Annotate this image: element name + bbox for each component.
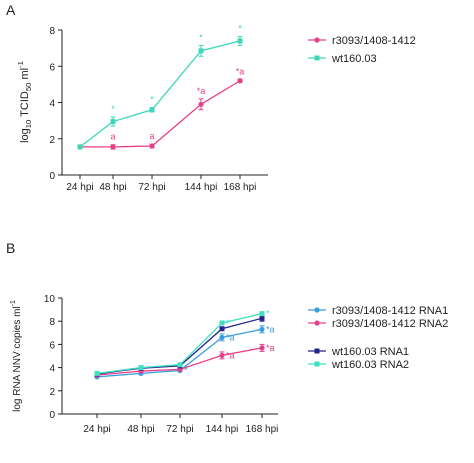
significance-label: * <box>199 32 203 42</box>
legend-label: r3093/1408-1412 RNA2 <box>332 318 448 330</box>
y-axis-label-subscript: 10 <box>24 120 33 129</box>
y-axis-label-part: log <box>19 128 31 143</box>
significance-label: a <box>110 132 115 142</box>
legend-entry: wt160.03 <box>308 53 377 65</box>
legend-marker <box>314 37 320 43</box>
series-1: a a *a *a <box>77 66 245 150</box>
significance-label: * <box>111 104 115 114</box>
legend-marker <box>314 361 320 367</box>
data-point <box>237 38 243 44</box>
data-point <box>110 144 116 150</box>
y-tick-label: 4 <box>49 99 55 110</box>
y-tick-label: 8 <box>49 26 55 37</box>
y-tick-label: 0 <box>49 171 55 182</box>
data-point <box>94 370 100 376</box>
data-point <box>149 143 155 149</box>
y-tick-label: 0 <box>49 410 55 421</box>
x-tick-label: 144 hpi <box>185 182 218 193</box>
series-4: ** <box>94 309 270 376</box>
data-point <box>219 334 225 341</box>
legend-entry: wt160.03 RNA1 <box>308 346 409 358</box>
y-axis-label-superscript: -1 <box>10 300 17 306</box>
legend-marker <box>314 55 320 61</box>
legend-label: wt160.03 RNA2 <box>331 359 409 371</box>
y-axis-label-subscript: 50 <box>24 83 33 92</box>
legend-label: wt160.03 <box>331 53 377 65</box>
y-tick-label: 10 <box>44 294 56 305</box>
data-point <box>237 78 243 84</box>
significance-label: *a <box>226 332 235 342</box>
significance-label: *a <box>266 324 275 334</box>
chart-panel-b: 0 2 4 6 8 10 24 hpi 48 hpi 72 hpi 144 hpi 168 hpi l… <box>10 294 448 435</box>
significance-label: * <box>226 318 230 328</box>
series-line <box>80 80 241 148</box>
data-point <box>259 326 265 332</box>
series-3 <box>94 314 265 377</box>
x-tick-label: 72 hpi <box>166 424 193 435</box>
data-point <box>77 144 83 150</box>
data-point <box>198 48 204 54</box>
legend-entry: r3093/1408-1412 <box>308 35 416 47</box>
data-point <box>259 345 265 351</box>
series-2: * * * * <box>77 23 243 150</box>
x-tick-label: 48 hpi <box>99 182 126 193</box>
significance-label: *a <box>236 66 245 76</box>
y-tick-label: 2 <box>49 135 55 146</box>
series-line <box>79 40 241 148</box>
data-point <box>219 352 225 359</box>
y-axis-label-part: ml <box>19 68 31 83</box>
x-tick-label: 168 hpi <box>246 424 279 435</box>
significance-label: * <box>150 95 154 105</box>
legend-entry: r3093/1408-1412 RNA2 <box>308 318 448 330</box>
significance-label: a <box>149 131 154 141</box>
significance-label: *a <box>197 86 206 96</box>
y-tick-label: 8 <box>49 317 55 328</box>
chart-panel-a: 0 2 4 6 8 24 hpi 48 hpi 72 hpi 144 hpi 168 hpi log… <box>16 23 416 193</box>
y-tick-label: 6 <box>49 62 55 73</box>
x-tick-label: 72 hpi <box>138 182 165 193</box>
significance-label: * <box>238 23 242 33</box>
data-point <box>219 326 225 332</box>
x-tick-label: 24 hpi <box>66 182 93 193</box>
y-axis-label-superscript: -1 <box>16 61 25 68</box>
legend-marker <box>314 320 320 326</box>
x-tick-label: 48 hpi <box>127 424 154 435</box>
significance-label: *a <box>226 350 235 360</box>
x-tick-label: 144 hpi <box>206 424 239 435</box>
legend-label: r3093/1408-1412 RNA1 <box>332 305 448 317</box>
y-axis-label-part: TCID <box>19 91 31 120</box>
legend-marker <box>314 348 320 354</box>
legend-label: r3093/1408-1412 <box>332 35 416 47</box>
legend-marker <box>314 307 320 313</box>
data-point <box>259 311 265 317</box>
y-tick-label: 2 <box>49 387 55 398</box>
data-point <box>177 362 183 368</box>
legend-label: wt160.03 RNA1 <box>331 346 409 358</box>
data-point <box>198 101 204 107</box>
data-point <box>259 315 265 321</box>
significance-label: * <box>266 309 270 319</box>
y-axis-label: log RNA NNV copies ml-1 <box>10 300 23 412</box>
y-tick-label: 4 <box>49 364 55 375</box>
x-tick-label: 24 hpi <box>83 424 110 435</box>
data-point <box>110 119 116 125</box>
panel-label-a: A <box>6 2 16 18</box>
data-point <box>138 365 144 371</box>
panel-label-b: B <box>6 240 16 256</box>
y-tick-label: 6 <box>49 340 55 351</box>
data-point <box>219 320 225 326</box>
y-axis-label: log10 TCID50 ml-1 <box>16 61 33 143</box>
legend-entry: r3093/1408-1412 RNA1 <box>308 305 448 317</box>
significance-label: * <box>184 366 188 376</box>
legend-entry: wt160.03 RNA2 <box>308 359 409 371</box>
y-axis-label-part: log RNA NNV copies ml <box>12 306 23 412</box>
data-point <box>149 107 155 113</box>
series-2: *a *a <box>94 343 275 378</box>
significance-label: *a <box>266 343 275 353</box>
x-tick-label: 168 hpi <box>224 182 257 193</box>
